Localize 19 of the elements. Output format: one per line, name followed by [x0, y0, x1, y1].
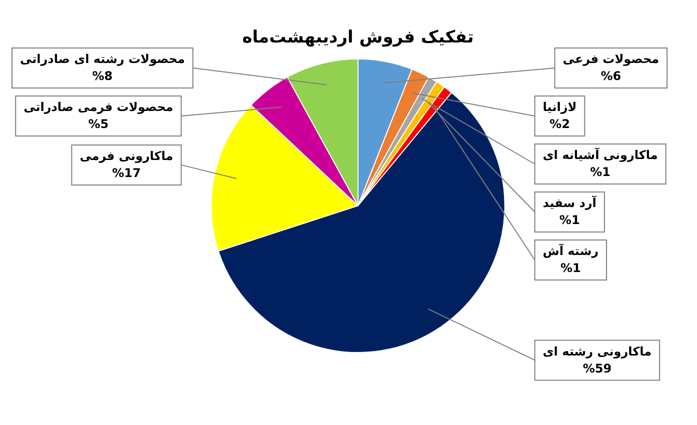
data-label: %6 [600, 69, 622, 84]
slice-label: ماکارونی رشته ای [542, 344, 652, 358]
slice-label: رشته آش [542, 243, 599, 258]
slice-label: ماکارونی آشیانه ای [542, 147, 658, 162]
data-label: %5 [88, 117, 109, 132]
data-label: %8 [92, 69, 113, 84]
slice-label: محصولات فرمی صادراتی [24, 100, 174, 114]
slice-label: محصولات رشته ای صادراتی [20, 52, 185, 66]
slice-label: ماکارونی فرمی [80, 149, 174, 164]
data-label: %1 [590, 165, 610, 180]
chart-title: تفکیک فروش اردیبهشت‌ماه [242, 28, 474, 48]
slice-label: لازانیا [542, 100, 577, 114]
data-label: %59 [582, 361, 612, 376]
slice-label: آرد سفید [542, 195, 598, 210]
data-label: %2 [550, 117, 570, 132]
slice-label: محصولات فرعی [562, 52, 660, 66]
data-label: %1 [560, 261, 581, 276]
data-label: %1 [559, 213, 580, 228]
data-label: %17 [112, 166, 141, 180]
